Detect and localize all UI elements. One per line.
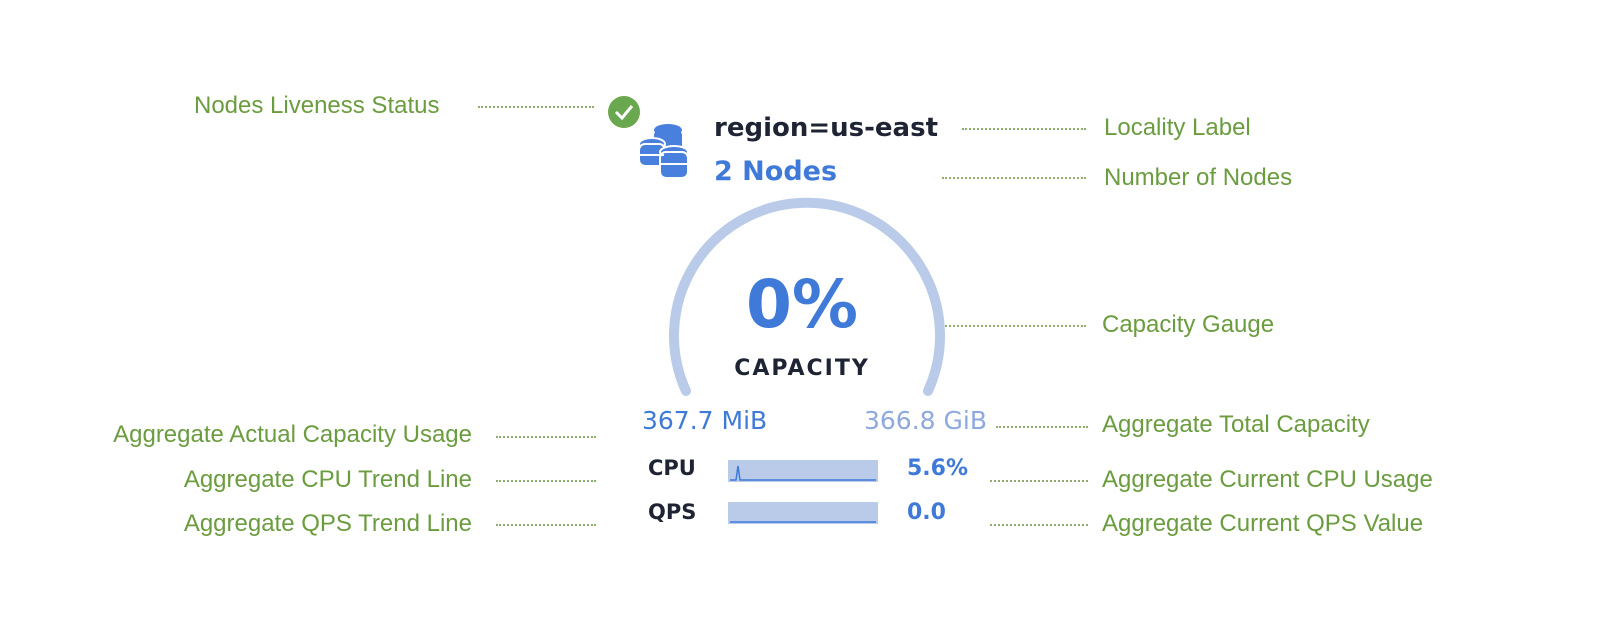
annotation-gauge: Capacity Gauge	[1102, 311, 1275, 338]
qps-value: 0.0	[907, 500, 946, 525]
connector	[478, 106, 594, 108]
connector	[990, 524, 1088, 526]
qps-label: QPS	[648, 500, 697, 524]
gauge-track	[669, 197, 945, 396]
annotation-locality: Locality Label	[1104, 114, 1251, 141]
annotation-liveness: Nodes Liveness Status	[194, 92, 440, 119]
capacity-gauge	[669, 197, 945, 396]
qps-sparkline	[728, 502, 878, 524]
connector	[496, 524, 596, 526]
connector	[942, 177, 1086, 179]
annotation-cpu-current: Aggregate Current CPU Usage	[1102, 466, 1433, 493]
annotation-total: Aggregate Total Capacity	[1102, 411, 1370, 438]
cpu-value: 5.6%	[907, 456, 969, 481]
capacity-used: 367.7 MiB	[642, 406, 768, 435]
annotation-qps-current: Aggregate Current QPS Value	[1102, 510, 1424, 537]
connector	[496, 480, 596, 482]
annotation-cpu-trend: Aggregate CPU Trend Line	[183, 466, 472, 493]
connector	[962, 128, 1086, 130]
annotation-usage: Aggregate Actual Capacity Usage	[113, 421, 472, 448]
liveness-check-icon	[608, 96, 640, 128]
capacity-total: 366.8 GiB	[864, 406, 987, 435]
connector	[996, 426, 1088, 428]
cpu-label: CPU	[648, 456, 696, 480]
connector	[496, 436, 596, 438]
database-icon	[638, 124, 689, 179]
node-count[interactable]: 2 Nodes	[714, 156, 838, 187]
capacity-label: CAPACITY	[734, 356, 870, 381]
annotation-nodes: Number of Nodes	[1104, 164, 1293, 191]
connector	[990, 480, 1088, 482]
cpu-sparkline	[728, 460, 878, 482]
locality-label: region=us-east	[714, 113, 938, 143]
capacity-percent: 0%	[745, 266, 859, 343]
annotation-qps-trend: Aggregate QPS Trend Line	[183, 510, 472, 537]
connector	[942, 325, 1086, 327]
